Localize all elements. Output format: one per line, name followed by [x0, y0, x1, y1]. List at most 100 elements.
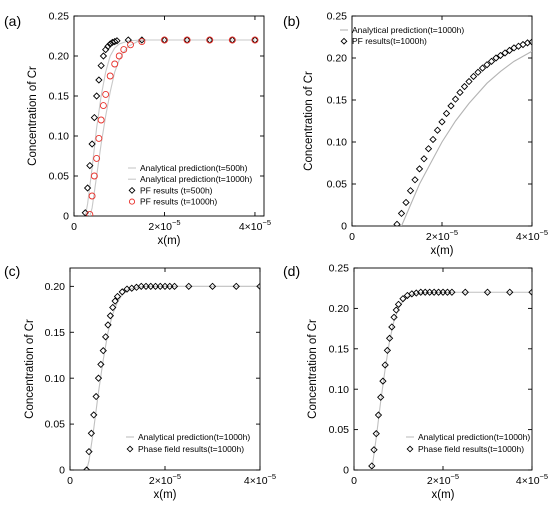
y-tick-label: 0.15 — [49, 91, 70, 103]
y-tick-label: 0.10 — [327, 137, 348, 149]
y-tick-label: 0 — [59, 465, 65, 477]
x-tick-label: 0 — [351, 475, 357, 487]
x-axis-title: x(m) — [431, 245, 454, 257]
data-point-diamond — [111, 297, 119, 305]
y-tick-label: 0 — [63, 211, 69, 223]
data-point-diamond — [99, 346, 107, 355]
data-point-circle — [93, 154, 101, 162]
chart-panel-1: (a) 0 0.05 0.10 0.15 0.20 0.25 0 2×10−5 4×10−5 x(m… — [4, 11, 271, 247]
data-point-diamond — [448, 288, 456, 296]
legend-label: Analytical prediction(t=500h) — [140, 163, 248, 173]
data-point-diamond — [406, 187, 415, 195]
data-point-diamond — [161, 282, 169, 291]
legend: Analytical prediction(t=1000h)PF results… — [340, 25, 464, 46]
data-point-diamond — [461, 288, 469, 296]
plot-data — [81, 36, 259, 216]
data-point-diamond — [82, 466, 91, 470]
data-point-diamond — [94, 374, 103, 382]
data-point-diamond — [156, 282, 164, 291]
x-axis-title: x(m) — [432, 489, 455, 501]
data-point-diamond — [392, 306, 400, 314]
y-tick-label: 0.15 — [45, 327, 66, 339]
data-point-diamond — [385, 334, 394, 342]
y-tick-label: 0.20 — [49, 51, 70, 63]
data-point-circle — [183, 36, 191, 44]
plot-frame — [351, 15, 533, 227]
data-point-diamond — [528, 288, 532, 296]
data-point-diamond — [95, 76, 103, 84]
data-point-diamond — [109, 303, 117, 312]
series-line-1 — [400, 50, 532, 226]
data-point-diamond — [492, 54, 500, 62]
x-tick-exponent: −5 — [540, 228, 549, 237]
x-tick-exponent: −5 — [172, 218, 181, 227]
data-point-circle — [120, 46, 128, 54]
data-point-circle — [111, 60, 119, 68]
x-tick-label: 0 — [71, 221, 77, 233]
data-point-diamond — [397, 209, 406, 218]
legend-label: Phase field results(t=1000h) — [138, 444, 244, 454]
chart-panel-4: (d) 0 0.05 0.10 0.15 0.20 0.25 0 2×10−5 4×10−5 x(m… — [283, 263, 548, 501]
data-point-diamond — [86, 161, 94, 170]
data-point-circle — [97, 116, 105, 124]
data-point-diamond — [185, 282, 193, 291]
data-point-diamond — [393, 220, 401, 226]
y-tick-label: 0.25 — [49, 11, 70, 23]
data-point-circle — [106, 72, 114, 80]
plot-data — [82, 282, 260, 470]
data-point-diamond — [104, 321, 112, 329]
legend-label: Phase field results(t=1000h) — [418, 444, 524, 454]
data-point-diamond — [370, 446, 378, 454]
chart-panel-2: (b) 0 0.05 0.10 0.15 0.20 0.25 0 2×10−5 4×10−5 x(m… — [283, 11, 548, 257]
x-tick-exponent: −5 — [173, 472, 182, 481]
legend-diamond-swatch — [406, 445, 414, 453]
y-axis-title: Concentration of Cr — [24, 319, 36, 419]
data-point-circle — [99, 102, 107, 110]
legend-label: Analytical prediction(t=1000h) — [352, 25, 464, 35]
data-point-diamond — [374, 411, 383, 419]
data-point-diamond — [118, 288, 126, 296]
data-point-diamond — [390, 313, 398, 321]
panel-letter: (b) — [283, 13, 300, 29]
x-tick-label: 2×10−5 — [148, 218, 180, 233]
y-tick-label: 0 — [343, 465, 349, 477]
data-point-diamond — [402, 198, 410, 207]
data-point-diamond — [372, 430, 380, 438]
data-point-diamond — [368, 462, 376, 470]
y-tick-label: 0 — [341, 221, 347, 233]
x-tick-label: 4×10−5 — [239, 218, 271, 233]
data-point-circle — [90, 172, 98, 180]
data-point-diamond — [92, 92, 101, 100]
x-tick-label: 2×10−5 — [149, 472, 181, 487]
data-point-diamond — [97, 360, 105, 369]
data-point-diamond — [506, 288, 514, 296]
data-point-diamond — [429, 135, 437, 144]
data-point-circle — [138, 38, 146, 46]
data-point-diamond — [496, 51, 505, 60]
data-point-diamond — [377, 393, 385, 401]
legend-label: PF results (t=500h) — [140, 185, 213, 195]
legend-label: PF results (t=1000h) — [140, 197, 217, 207]
y-tick-label: 0.15 — [327, 95, 348, 107]
data-point-diamond — [394, 300, 403, 308]
data-point-diamond — [483, 61, 491, 69]
legend-label: Analytical prediction(t=1000h) — [140, 174, 252, 184]
data-point-diamond — [113, 37, 121, 45]
data-point-diamond — [456, 88, 464, 97]
data-point-circle — [251, 36, 259, 44]
data-point-diamond — [87, 429, 96, 437]
data-point-diamond — [447, 102, 455, 110]
y-tick-label: 0.10 — [49, 131, 70, 143]
data-point-circle — [161, 36, 168, 44]
x-tick-label: 0 — [349, 231, 355, 243]
y-tick-label: 0.25 — [327, 11, 348, 23]
y-tick-label: 0.05 — [329, 424, 350, 436]
data-point-diamond — [483, 288, 492, 296]
y-axis-title: Concentration of Cr — [307, 319, 319, 419]
data-point-diamond — [474, 68, 482, 76]
x-tick-label: 4×10−5 — [516, 472, 548, 487]
legend-diamond-swatch — [126, 445, 134, 453]
data-point-diamond — [90, 113, 98, 122]
y-tick-label: 0.20 — [45, 281, 66, 293]
